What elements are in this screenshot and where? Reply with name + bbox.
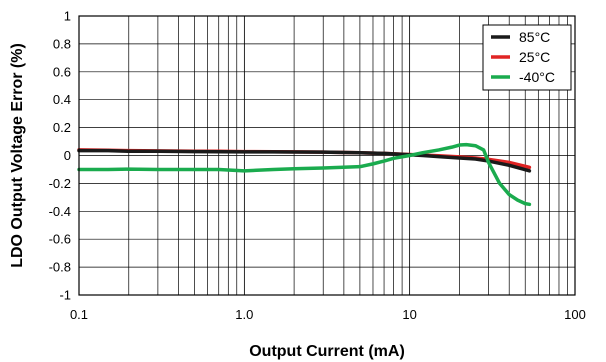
legend-label-25c: 25°C (519, 49, 550, 65)
y-tick-label: 0.6 (53, 64, 71, 79)
y-tick-label: -0.2 (49, 176, 71, 191)
y-tick-labels: 1 0.8 0.6 0.4 0.2 0 -0.2 -0.4 -0.6 -0.8 -1 (49, 9, 71, 303)
series-line-minus40c (77, 142, 532, 207)
y-axis-title: LDO Output Voltage Error (%) (9, 43, 26, 268)
legend: 85°C 25°C -40°C (482, 24, 572, 91)
legend-label-85c: 85°C (519, 29, 550, 45)
legend-label-minus40c: -40°C (519, 69, 555, 85)
x-tick-label: 1.0 (235, 307, 253, 322)
y-tick-label: 0.8 (53, 36, 71, 51)
y-tick-label: 0.4 (53, 92, 71, 107)
plot-frame (78, 15, 576, 296)
y-tick-label: -0.6 (49, 232, 71, 247)
x-tick-labels: 0.1 1.0 10 100 (70, 307, 586, 322)
series-line-85c (77, 148, 532, 173)
x-tick-label: 0.1 (70, 307, 88, 322)
y-tick-label: -0.8 (49, 260, 71, 275)
y-tick-label: 1 (64, 9, 71, 24)
y-tick-label: 0.2 (53, 120, 71, 135)
grid (79, 16, 575, 295)
y-tick-label: 0 (64, 148, 71, 163)
series-layer (77, 142, 532, 207)
y-tick-label: -0.4 (49, 204, 71, 219)
x-axis-title: Output Current (mA) (249, 343, 405, 360)
y-tick-label: -1 (59, 288, 71, 303)
x-tick-label: 100 (564, 307, 586, 322)
x-tick-label: 10 (402, 307, 416, 322)
